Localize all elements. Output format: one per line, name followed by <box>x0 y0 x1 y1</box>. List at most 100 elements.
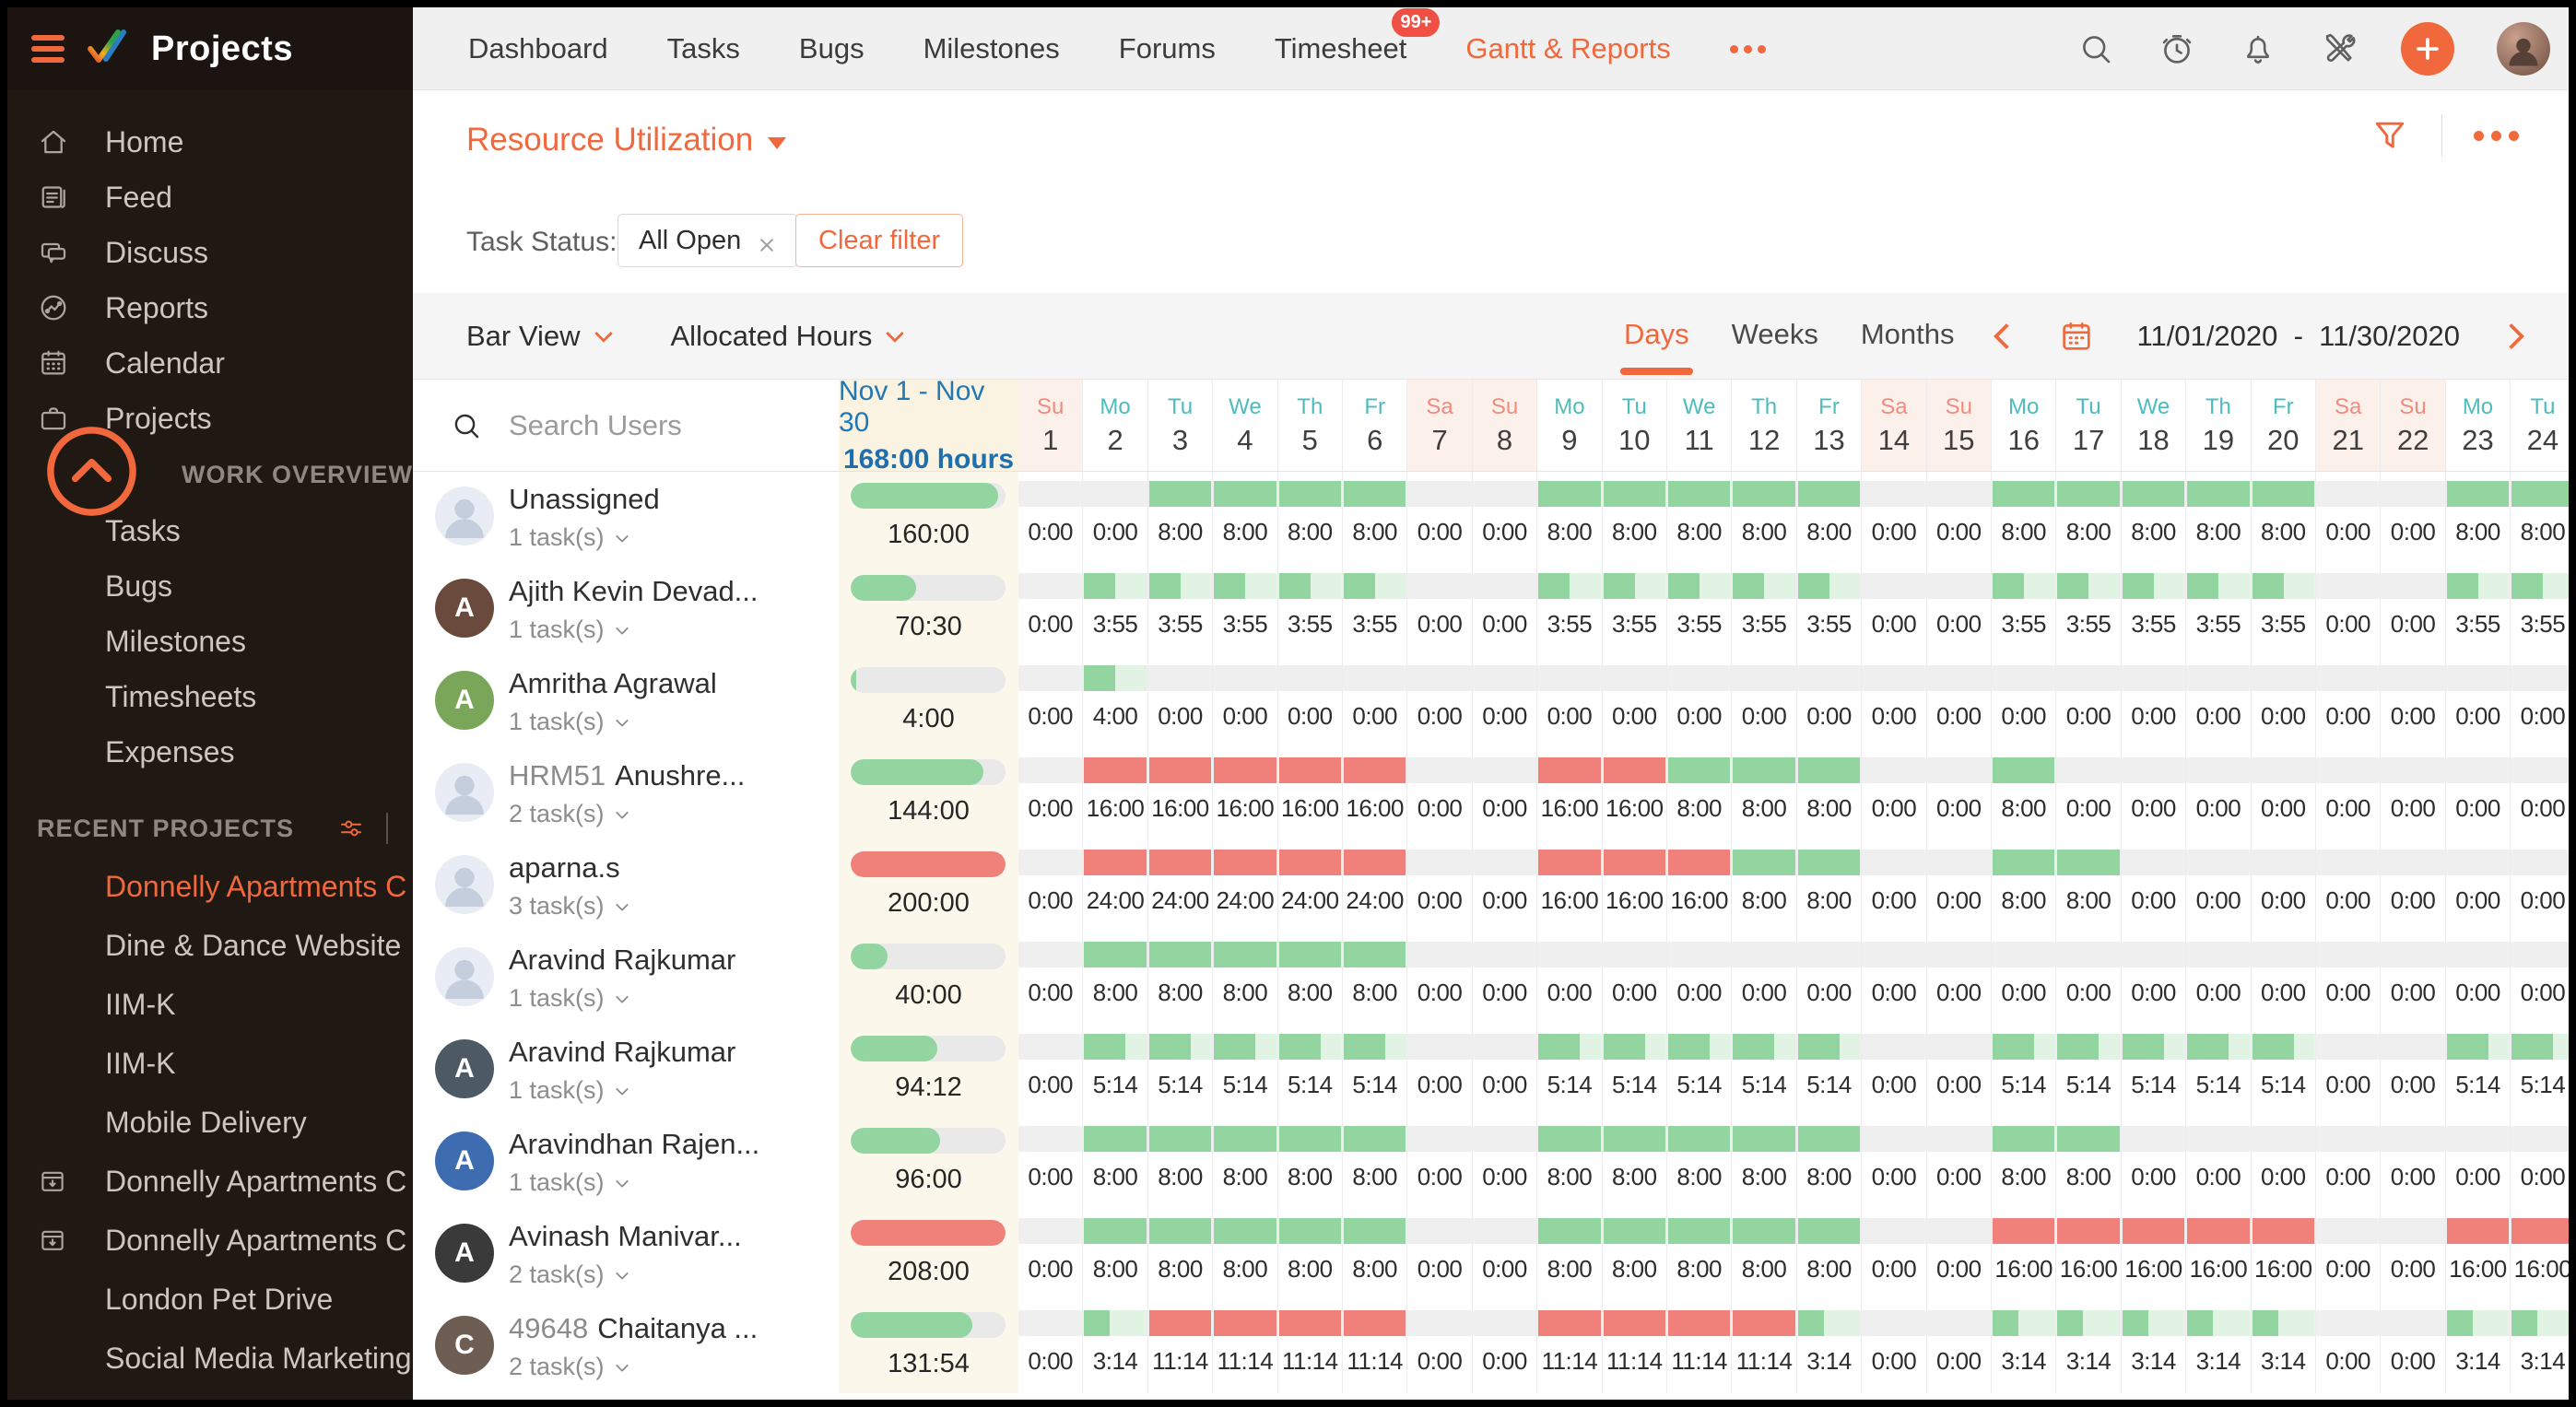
tools-icon[interactable] <box>2320 29 2358 68</box>
sidebar-item-calendar[interactable]: Calendar <box>7 335 413 391</box>
day-hours-value: 11:14 <box>1148 1347 1212 1376</box>
day-hours-value: 0:00 <box>2316 794 2380 823</box>
task-count-dropdown[interactable]: 1 task(s) <box>509 1168 627 1197</box>
notifications-bell-icon[interactable] <box>2239 29 2277 68</box>
clear-filter-button[interactable]: Clear filter <box>795 214 963 267</box>
next-period-icon[interactable] <box>2499 322 2524 348</box>
report-selector[interactable]: Resource Utilization <box>466 122 786 158</box>
day-hours-value: 8:00 <box>1732 794 1795 823</box>
view-type-dropdown[interactable]: Bar View <box>466 320 610 353</box>
day-number-label: 13 <box>1813 424 1844 457</box>
day-hours-value: 0:00 <box>2316 886 2380 915</box>
day-cell: 0:00 <box>1473 1209 1537 1301</box>
day-hours-value: 0:00 <box>2056 794 2120 823</box>
allocation-bar <box>1798 573 1829 599</box>
recent-project-iim-k-3[interactable]: IIM-K <box>7 1034 413 1093</box>
recent-project-donnelly-apartments-c-6[interactable]: Donnelly Apartments C <box>7 1211 413 1270</box>
tab-months[interactable]: Months <box>1861 318 1955 355</box>
day-cell: 8:00 <box>1992 472 2056 564</box>
day-hours-value: 16:00 <box>2056 1255 2120 1284</box>
work-overview-header[interactable]: WORK OVERVIEW <box>7 446 413 503</box>
home-icon <box>37 125 70 158</box>
recent-project-mobile-delivery-4[interactable]: Mobile Delivery <box>7 1093 413 1152</box>
task-count-dropdown[interactable]: 1 task(s) <box>509 984 627 1013</box>
nav-item-bugs[interactable]: Bugs <box>799 32 865 65</box>
timer-icon[interactable] <box>2158 29 2196 68</box>
day-cell: 0:00 <box>1473 1117 1537 1209</box>
sidebar-item-label: Feed <box>105 181 172 215</box>
day-hours-value: 0:00 <box>1927 1071 1991 1099</box>
day-cell: 0:00 <box>2186 656 2251 748</box>
day-cell: 0:00 <box>2381 472 2445 564</box>
calendar-picker-icon[interactable] <box>2058 318 2095 355</box>
nav-item-timesheet[interactable]: Timesheet99+ <box>1275 32 1407 65</box>
recent-project-london-pet-drive-7[interactable]: London Pet Drive <box>7 1270 413 1329</box>
sidebar-item-bugs[interactable]: Bugs <box>7 558 413 614</box>
user-avatar[interactable] <box>2497 22 2550 76</box>
more-options-icon[interactable] <box>2474 131 2519 141</box>
day-cell: 0:00 <box>1407 748 1472 840</box>
tab-weeks[interactable]: Weeks <box>1732 318 1818 355</box>
task-count-dropdown[interactable]: 2 task(s) <box>509 800 627 828</box>
sidebar-item-expenses[interactable]: Expenses <box>7 724 413 780</box>
nav-more-icon[interactable] <box>1730 45 1766 53</box>
total-utilization-fill <box>851 759 983 785</box>
nav-item-dashboard[interactable]: Dashboard <box>468 32 608 65</box>
hamburger-menu-icon[interactable] <box>31 35 65 63</box>
page-header: Resource Utilization <box>413 90 2569 193</box>
allocation-bar-remainder <box>1321 1034 1341 1060</box>
task-count-dropdown[interactable]: 3 task(s) <box>509 892 627 920</box>
recent-project-social-media-marketing-8[interactable]: Social Media Marketing <box>7 1329 413 1388</box>
day-cell: 5:14 <box>1083 1025 1147 1117</box>
nav-item-milestones[interactable]: Milestones <box>923 32 1060 65</box>
search-users-input[interactable] <box>507 408 787 443</box>
sliders-icon[interactable] <box>336 814 366 843</box>
allocation-bar-remainder <box>1774 1034 1794 1060</box>
prev-period-icon[interactable] <box>1993 322 2018 348</box>
nav-item-tasks[interactable]: Tasks <box>667 32 740 65</box>
day-cell: 0:00 <box>1862 1301 1926 1393</box>
task-status-chip[interactable]: All Open <box>618 214 797 267</box>
day-cell: 8:00 <box>1603 1209 1667 1301</box>
task-count-dropdown[interactable]: 1 task(s) <box>509 523 627 552</box>
task-count-dropdown[interactable]: 1 task(s) <box>509 708 627 736</box>
recent-project-dine-dance-website-1[interactable]: Dine & Dance Website <box>7 916 413 975</box>
sidebar-item-home[interactable]: Home <box>7 114 413 170</box>
sidebar-item-timesheets[interactable]: Timesheets <box>7 669 413 724</box>
task-count-dropdown[interactable]: 2 task(s) <box>509 1353 627 1381</box>
task-count-dropdown[interactable]: 1 task(s) <box>509 1076 627 1105</box>
day-hours-value: 0:00 <box>1603 702 1666 731</box>
task-count-dropdown[interactable]: 1 task(s) <box>509 616 627 644</box>
add-button[interactable] <box>2401 22 2454 76</box>
day-cell: 0:00 <box>1862 840 1926 932</box>
day-hours-value: 24:00 <box>1083 886 1147 915</box>
notification-count-badge: 99+ <box>1392 8 1440 37</box>
chip-remove-icon[interactable] <box>758 231 776 250</box>
day-header-8: Su8 <box>1473 380 1537 471</box>
allocation-bar <box>1604 1126 1665 1152</box>
allocation-bar <box>1604 573 1635 599</box>
date-range[interactable]: 11/01/2020 - 11/30/2020 <box>2137 320 2460 353</box>
allocation-bar-remainder <box>2154 573 2184 599</box>
recent-project-donnelly-apartments-c-5[interactable]: Donnelly Apartments C <box>7 1152 413 1211</box>
nav-item-forums[interactable]: Forums <box>1119 32 1216 65</box>
nav-item-gantt-reports[interactable]: Gantt & Reports <box>1465 32 1670 65</box>
search-icon[interactable] <box>2076 29 2115 68</box>
allocation-bar <box>1214 850 1276 875</box>
day-hours-value: 8:00 <box>1732 1163 1795 1191</box>
task-count-dropdown[interactable]: 2 task(s) <box>509 1260 627 1289</box>
day-hours-value: 16:00 <box>2511 1255 2569 1284</box>
nav-item-label: Gantt & Reports <box>1465 32 1670 64</box>
sidebar-item-reports[interactable]: Reports <box>7 280 413 335</box>
sidebar-item-milestones[interactable]: Milestones <box>7 614 413 669</box>
metric-dropdown[interactable]: Allocated Hours <box>671 320 902 353</box>
recent-project-iim-k-2[interactable]: IIM-K <box>7 975 413 1034</box>
sidebar-item-discuss[interactable]: Discuss <box>7 225 413 280</box>
sidebar-item-feed[interactable]: Feed <box>7 170 413 225</box>
recent-project-donnelly-apartments-c-0[interactable]: Donnelly Apartments C <box>7 857 413 916</box>
tab-days[interactable]: Days <box>1624 318 1689 355</box>
filter-funnel-icon[interactable] <box>2370 115 2410 156</box>
day-cell: 8:00 <box>1537 1209 1602 1301</box>
allocation-bar-remainder <box>1375 573 1406 599</box>
day-hours-value: 0:00 <box>2381 886 2444 915</box>
